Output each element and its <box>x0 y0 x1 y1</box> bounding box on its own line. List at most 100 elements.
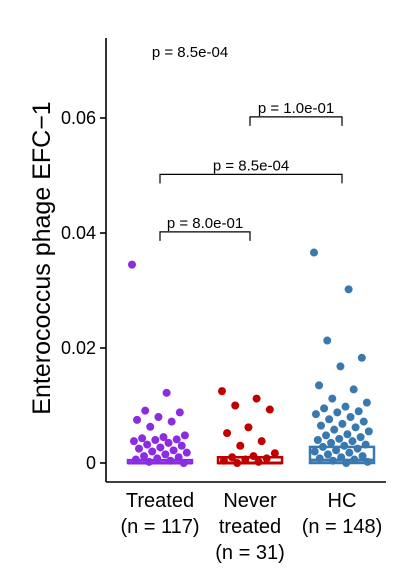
data-point <box>361 440 370 449</box>
data-point <box>348 437 357 446</box>
data-point <box>349 385 358 394</box>
data-point <box>329 456 338 465</box>
data-point <box>156 443 165 452</box>
x-category-label: treated <box>219 516 281 538</box>
y-tick-label: 0.04 <box>61 223 96 243</box>
data-point <box>335 434 344 443</box>
comparison-bracket <box>249 116 343 126</box>
data-point <box>172 435 181 444</box>
data-point <box>320 404 329 413</box>
data-point <box>322 431 331 440</box>
data-point <box>257 437 266 446</box>
data-point <box>175 408 184 417</box>
x-category-label: (n = 31) <box>215 542 284 564</box>
y-tick-label: 0.06 <box>61 108 96 128</box>
data-point <box>231 401 240 410</box>
data-point <box>252 394 261 403</box>
data-point <box>179 459 188 467</box>
data-point <box>169 446 178 455</box>
data-point <box>353 444 362 453</box>
data-point <box>362 398 371 407</box>
data-point <box>133 415 142 424</box>
data-point <box>311 410 320 419</box>
x-category-label: HC <box>328 490 357 512</box>
data-point <box>249 452 258 461</box>
y-axis-title: Enterococcus phage EFC−1 <box>28 101 56 414</box>
data-point <box>350 455 359 464</box>
data-point <box>138 434 147 443</box>
data-point <box>336 362 345 371</box>
data-point <box>315 381 324 390</box>
data-point <box>131 455 140 464</box>
comparison-brackets: p = 8.0e-01 p = 8.5e-04 p = 1.0e-01 <box>159 100 343 241</box>
y-tick-label: 0.02 <box>61 338 96 358</box>
comparison-bracket <box>159 231 251 241</box>
data-point <box>330 425 339 434</box>
data-point <box>328 394 337 403</box>
data-point <box>337 453 346 462</box>
data-point <box>145 457 154 466</box>
data-point <box>180 431 189 440</box>
y-tick-label: 0 <box>86 453 96 473</box>
comparison-p-value: p = 1.0e-01 <box>258 100 334 117</box>
data-point <box>318 442 327 451</box>
data-point <box>332 446 341 455</box>
data-point <box>345 448 354 457</box>
data-point <box>166 456 175 465</box>
data-point <box>174 453 183 462</box>
data-point <box>161 450 170 459</box>
data-point <box>236 441 245 450</box>
data-point <box>148 447 157 456</box>
comparison-bracket <box>159 173 343 184</box>
data-point <box>341 402 350 411</box>
data-point <box>333 408 342 417</box>
data-point <box>310 248 318 257</box>
data-point <box>310 447 319 456</box>
x-category-label: Never <box>223 490 277 512</box>
data-point <box>164 438 173 447</box>
data-point <box>167 417 176 426</box>
y-ticks: 0 0.02 0.04 0.06 <box>61 108 106 473</box>
data-point <box>154 413 163 421</box>
data-point <box>357 353 366 362</box>
data-point <box>270 449 279 458</box>
data-point <box>343 430 352 439</box>
comparison-p-value: p = 8.0e-01 <box>167 215 243 232</box>
data-point <box>129 437 138 446</box>
data-point <box>146 422 155 431</box>
data-point <box>325 415 334 424</box>
data-point <box>128 260 136 269</box>
data-point <box>356 433 365 442</box>
overall-p-value: p = 8.5e-04 <box>152 44 228 61</box>
data-point <box>254 457 263 466</box>
data-point <box>323 336 332 345</box>
data-point <box>228 453 237 462</box>
data-point <box>338 419 347 428</box>
points <box>128 248 373 467</box>
data-point <box>134 444 143 453</box>
data-point <box>340 441 349 450</box>
data-point <box>233 459 242 467</box>
data-point <box>351 423 360 432</box>
data-point <box>358 452 367 461</box>
data-point <box>363 457 372 466</box>
data-point <box>316 421 325 430</box>
data-point <box>141 406 150 415</box>
data-point <box>244 423 253 432</box>
data-point <box>241 455 250 464</box>
x-category-label: (n = 117) <box>120 516 199 538</box>
x-category-labels: Treated (n = 117) Never treated (n = 31) HC (n… <box>120 490 382 564</box>
comparison-p-value: p = 8.5e-04 <box>213 157 289 174</box>
data-point <box>153 454 162 463</box>
data-point <box>177 441 186 450</box>
data-point <box>354 407 363 416</box>
data-point <box>315 454 324 463</box>
data-point <box>223 429 232 438</box>
data-point <box>313 436 322 444</box>
data-point <box>151 436 160 444</box>
data-point <box>342 459 351 467</box>
data-point <box>182 448 191 457</box>
data-point <box>364 427 373 436</box>
x-category-label: (n = 148) <box>302 516 383 538</box>
